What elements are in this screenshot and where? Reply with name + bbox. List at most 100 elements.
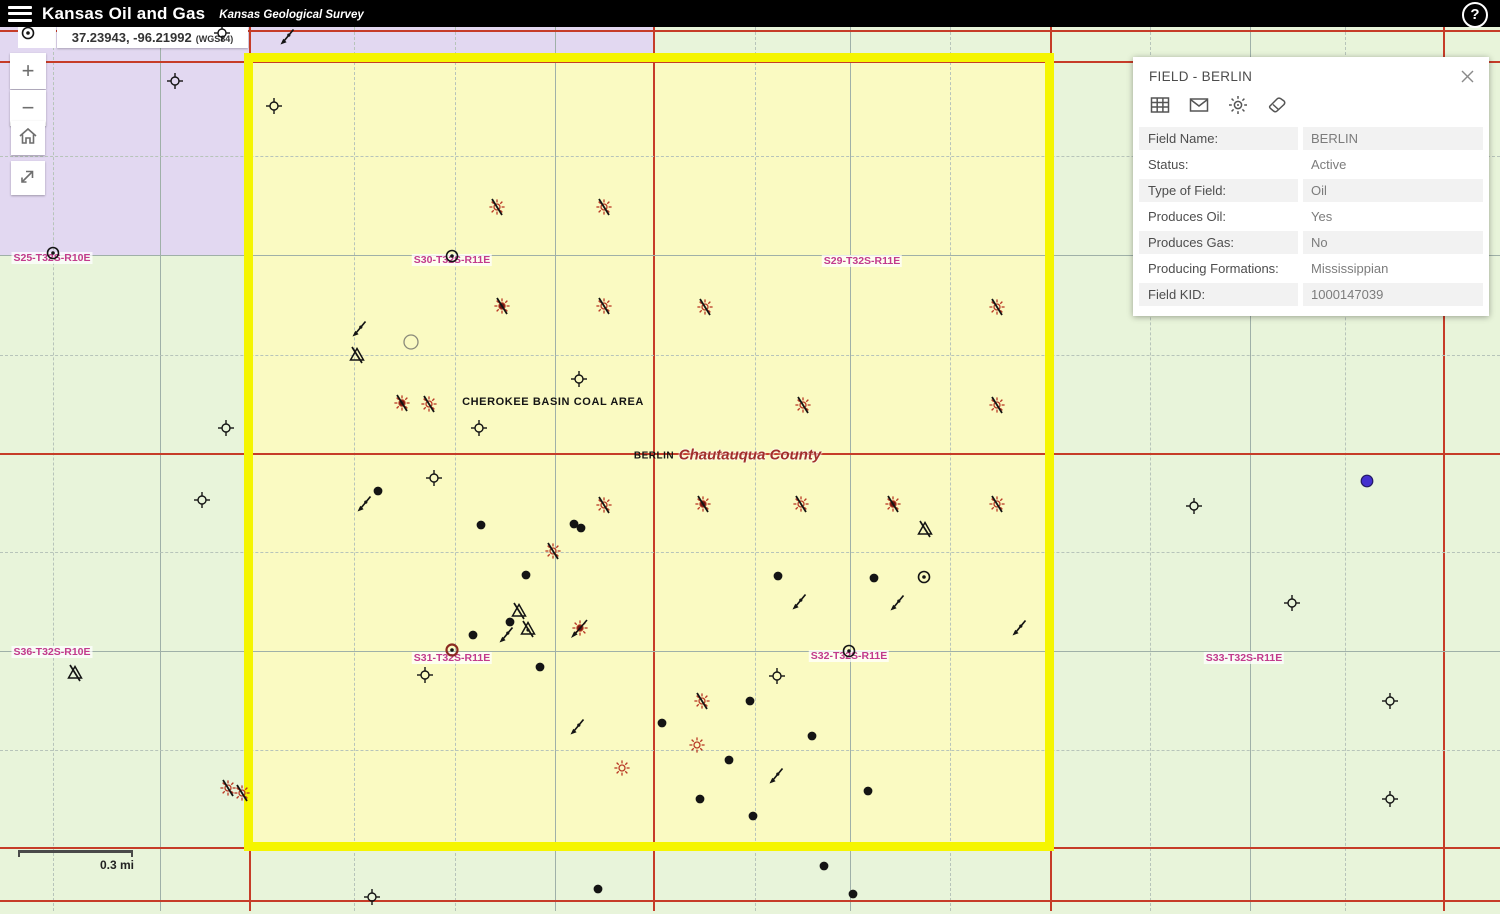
dryhole-well-symbol[interactable] <box>1378 787 1402 811</box>
field-boundary-berlin[interactable] <box>244 53 1054 851</box>
dryhole-well-symbol[interactable] <box>1378 689 1402 713</box>
zoom-out-button[interactable]: − <box>10 90 46 126</box>
bluedot-well-symbol[interactable] <box>1355 469 1379 493</box>
dryhole-well-symbol[interactable] <box>360 885 384 909</box>
sunslash-well-symbol[interactable] <box>789 492 813 516</box>
sunslash_filled-well-symbol[interactable] <box>490 294 514 318</box>
bullseye-well-symbol[interactable] <box>912 565 936 589</box>
oil-well-symbol[interactable] <box>569 516 593 540</box>
grid-vline <box>950 27 951 911</box>
grid-vline <box>1443 27 1445 911</box>
arrow-well-symbol[interactable] <box>276 24 300 48</box>
dryhole-well-symbol[interactable] <box>214 416 238 440</box>
dryhole-well-symbol[interactable] <box>467 416 491 440</box>
arrow-well-symbol[interactable] <box>1008 615 1032 639</box>
sunslash-well-symbol[interactable] <box>230 781 254 805</box>
dryhole-well-symbol[interactable] <box>262 94 286 118</box>
dryhole-well-symbol[interactable] <box>1182 494 1206 518</box>
oil-well-symbol[interactable] <box>738 689 762 713</box>
menu-button[interactable] <box>8 5 32 22</box>
sunslash-well-symbol[interactable] <box>985 492 1009 516</box>
oil-well-symbol[interactable] <box>650 711 674 735</box>
dryhole-well-symbol[interactable] <box>1280 591 1304 615</box>
oil-well-symbol[interactable] <box>562 512 586 536</box>
oil-well-symbol[interactable] <box>862 566 886 590</box>
sunslash-well-symbol[interactable] <box>592 294 616 318</box>
dryhole-well-symbol[interactable] <box>413 663 437 687</box>
oil-well-symbol[interactable] <box>498 610 522 634</box>
oil-well-symbol[interactable] <box>741 804 765 828</box>
arrow-well-symbol[interactable] <box>765 763 789 787</box>
arrow-well-symbol[interactable] <box>566 714 590 738</box>
arrow-well-symbol[interactable] <box>348 316 372 340</box>
sunslash-well-symbol[interactable] <box>693 295 717 319</box>
close-icon[interactable] <box>1460 69 1475 84</box>
previous-extent-button[interactable] <box>11 161 45 195</box>
bullseye-well-symbol[interactable] <box>41 241 65 265</box>
coordinate-display: 37.23943, -96.21992 (WGS84) <box>57 27 248 48</box>
triangle_slash-well-symbol[interactable] <box>63 661 87 685</box>
sunslash-well-symbol[interactable] <box>985 295 1009 319</box>
oil-well-symbol[interactable] <box>766 564 790 588</box>
dryhole-well-symbol[interactable] <box>567 367 591 391</box>
sun-well-symbol[interactable] <box>685 733 709 757</box>
bullseye_red-well-symbol[interactable] <box>440 638 464 662</box>
triangle_slash-well-symbol[interactable] <box>507 599 531 623</box>
field-row: Field KID: 1000147039 <box>1139 282 1483 307</box>
zoom-in-button[interactable]: + <box>10 53 46 89</box>
oil-well-symbol[interactable] <box>461 623 485 647</box>
bullseye-well-symbol[interactable] <box>440 244 464 268</box>
oil-well-symbol[interactable] <box>717 748 741 772</box>
grid-vline <box>354 27 355 911</box>
bullseye-well-symbol[interactable] <box>16 21 40 45</box>
sunslash-well-symbol[interactable] <box>791 393 815 417</box>
oil-well-symbol[interactable] <box>800 724 824 748</box>
triangle_dot_slash-well-symbol[interactable] <box>516 617 540 641</box>
home-extent-button[interactable] <box>11 121 45 155</box>
oil-well-symbol[interactable] <box>366 479 390 503</box>
sunslash_filled-well-symbol[interactable] <box>881 492 905 516</box>
help-button[interactable]: ? <box>1462 2 1488 28</box>
sunslash-well-symbol[interactable] <box>417 392 441 416</box>
circle_plain-well-symbol[interactable] <box>399 330 423 354</box>
sunslash-well-symbol[interactable] <box>216 776 240 800</box>
county-label: Chautauqua County <box>678 446 822 464</box>
sunslash-well-symbol[interactable] <box>985 393 1009 417</box>
sunslash-well-symbol[interactable] <box>592 195 616 219</box>
sunslash-well-symbol[interactable] <box>485 195 509 219</box>
triangle_slash-well-symbol[interactable] <box>345 343 369 367</box>
oil-well-symbol[interactable] <box>514 563 538 587</box>
arrow-well-symbol[interactable] <box>353 491 377 515</box>
triangle_slash-well-symbol[interactable] <box>913 517 937 541</box>
sunslash-well-symbol[interactable] <box>690 689 714 713</box>
sun-well-symbol[interactable] <box>610 756 634 780</box>
grid-hline <box>0 156 1500 157</box>
sunslash_filled-well-symbol[interactable] <box>390 391 414 415</box>
sunarrow-well-symbol[interactable] <box>568 616 592 640</box>
dryhole-well-symbol[interactable] <box>765 664 789 688</box>
arrow-well-symbol[interactable] <box>495 622 519 646</box>
oil-well-symbol[interactable] <box>841 882 865 906</box>
oil-well-symbol[interactable] <box>856 779 880 803</box>
oil-well-symbol[interactable] <box>469 513 493 537</box>
oil-well-symbol[interactable] <box>586 877 610 901</box>
tag-icon[interactable] <box>1266 94 1288 116</box>
bullseye-well-symbol[interactable] <box>837 639 861 663</box>
brightness-icon[interactable] <box>1227 94 1249 116</box>
sunslash_filled-well-symbol[interactable] <box>691 492 715 516</box>
sunslash-well-symbol[interactable] <box>592 493 616 517</box>
arrow-well-symbol[interactable] <box>886 590 910 614</box>
oil-well-symbol[interactable] <box>688 787 712 811</box>
dryhole-well-symbol[interactable] <box>190 488 214 512</box>
dryhole-well-symbol[interactable] <box>163 69 187 93</box>
oil-well-symbol[interactable] <box>528 655 552 679</box>
oil-well-symbol[interactable] <box>812 854 836 878</box>
row-value: Oil <box>1303 179 1483 202</box>
sunslash-well-symbol[interactable] <box>541 539 565 563</box>
field-row: Field Name: BERLIN <box>1139 126 1483 151</box>
envelope-icon[interactable] <box>1188 94 1210 116</box>
field-info-panel: FIELD - BERLIN <box>1133 57 1489 316</box>
dryhole-well-symbol[interactable] <box>422 466 446 490</box>
table-icon[interactable] <box>1149 94 1171 116</box>
arrow-well-symbol[interactable] <box>788 589 812 613</box>
